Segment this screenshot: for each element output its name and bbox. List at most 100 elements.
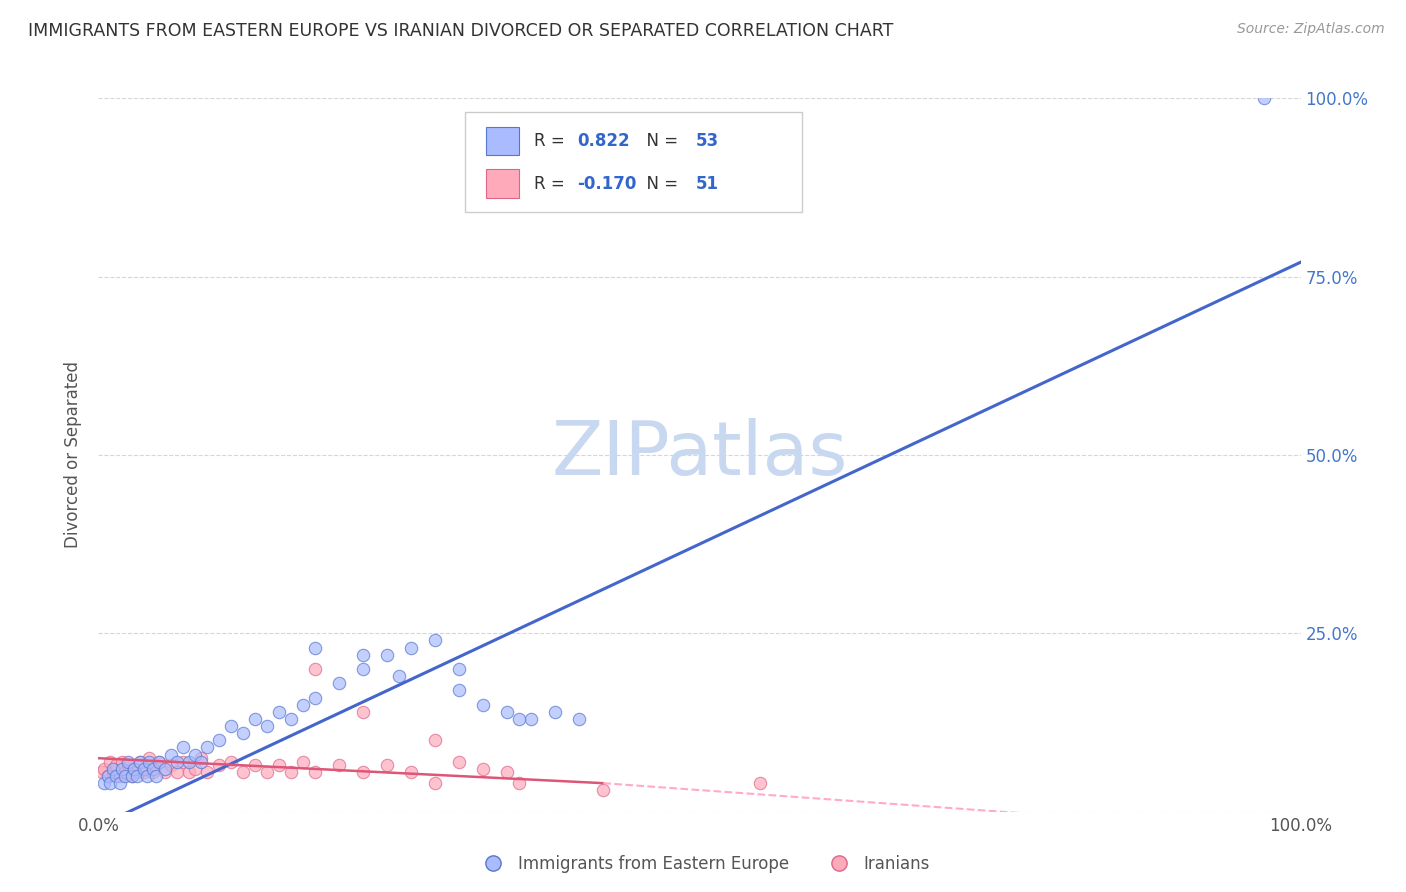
Point	[423, 733, 446, 747]
Text: IMMIGRANTS FROM EASTERN EUROPE VS IRANIAN DIVORCED OR SEPARATED CORRELATION CHAR: IMMIGRANTS FROM EASTERN EUROPE VS IRANIA…	[28, 22, 893, 40]
Point	[138, 755, 160, 769]
Text: 51: 51	[696, 175, 718, 193]
Point	[267, 705, 290, 719]
Point	[129, 755, 152, 769]
Point	[375, 648, 398, 662]
Point	[219, 755, 242, 769]
Point	[172, 740, 194, 755]
Point	[125, 769, 148, 783]
Point	[592, 783, 614, 797]
Point	[100, 755, 122, 769]
Point	[177, 765, 200, 780]
Point	[159, 747, 181, 762]
Point	[145, 769, 167, 783]
Point	[121, 769, 143, 783]
Point	[97, 769, 120, 783]
Point	[544, 705, 567, 719]
Point	[166, 755, 188, 769]
Point	[399, 640, 422, 655]
Point	[125, 765, 148, 780]
Point	[447, 662, 470, 676]
FancyBboxPatch shape	[485, 169, 519, 198]
Point	[243, 758, 266, 772]
Point	[195, 765, 218, 780]
Point	[105, 769, 128, 783]
Point	[352, 648, 374, 662]
Point	[304, 690, 326, 705]
Point	[508, 712, 530, 726]
Point	[153, 762, 176, 776]
Point	[141, 762, 163, 776]
Point	[114, 769, 136, 783]
Text: 53: 53	[696, 132, 718, 150]
Legend: Immigrants from Eastern Europe, Iranians: Immigrants from Eastern Europe, Iranians	[470, 848, 936, 880]
Point	[91, 765, 114, 780]
Point	[291, 755, 314, 769]
Point	[145, 758, 167, 772]
Point	[138, 751, 160, 765]
Point	[232, 765, 254, 780]
Point	[328, 676, 350, 690]
Point	[141, 765, 163, 780]
Point	[304, 765, 326, 780]
Point	[135, 769, 157, 783]
Point	[256, 765, 278, 780]
Point	[129, 755, 152, 769]
Point	[101, 765, 124, 780]
Point	[190, 751, 212, 765]
Point	[183, 762, 205, 776]
Point	[101, 762, 124, 776]
Text: -0.170: -0.170	[576, 175, 637, 193]
Point	[748, 776, 770, 790]
Point	[100, 776, 122, 790]
Point	[132, 762, 155, 776]
Point	[124, 762, 146, 776]
Point	[232, 726, 254, 740]
Point	[135, 762, 157, 776]
Point	[472, 698, 495, 712]
Point	[423, 633, 446, 648]
Text: N =: N =	[636, 175, 683, 193]
Point	[195, 740, 218, 755]
Point	[117, 755, 139, 769]
Point	[208, 733, 231, 747]
Point	[108, 769, 131, 783]
Point	[352, 662, 374, 676]
FancyBboxPatch shape	[465, 112, 801, 212]
Point	[447, 683, 470, 698]
Y-axis label: Divorced or Separated: Divorced or Separated	[65, 361, 83, 549]
Point	[153, 765, 176, 780]
FancyBboxPatch shape	[485, 127, 519, 155]
Text: R =: R =	[534, 175, 569, 193]
Point	[93, 762, 115, 776]
Point	[520, 712, 543, 726]
Point	[111, 762, 134, 776]
Point	[190, 755, 212, 769]
Point	[423, 776, 446, 790]
Point	[291, 698, 314, 712]
Point	[352, 705, 374, 719]
Point	[399, 765, 422, 780]
Point	[172, 755, 194, 769]
Point	[388, 669, 411, 683]
Point	[121, 769, 143, 783]
Point	[208, 758, 231, 772]
Point	[159, 758, 181, 772]
Point	[114, 765, 136, 780]
Point	[568, 712, 591, 726]
Text: N =: N =	[636, 132, 683, 150]
Point	[496, 765, 519, 780]
Point	[328, 758, 350, 772]
Point	[97, 769, 120, 783]
Point	[304, 640, 326, 655]
Point	[148, 755, 170, 769]
Point	[256, 719, 278, 733]
Text: Source: ZipAtlas.com: Source: ZipAtlas.com	[1237, 22, 1385, 37]
Text: R =: R =	[534, 132, 569, 150]
Point	[105, 758, 128, 772]
Point	[352, 765, 374, 780]
Point	[117, 758, 139, 772]
Point	[375, 758, 398, 772]
Point	[132, 765, 155, 780]
Point	[148, 755, 170, 769]
